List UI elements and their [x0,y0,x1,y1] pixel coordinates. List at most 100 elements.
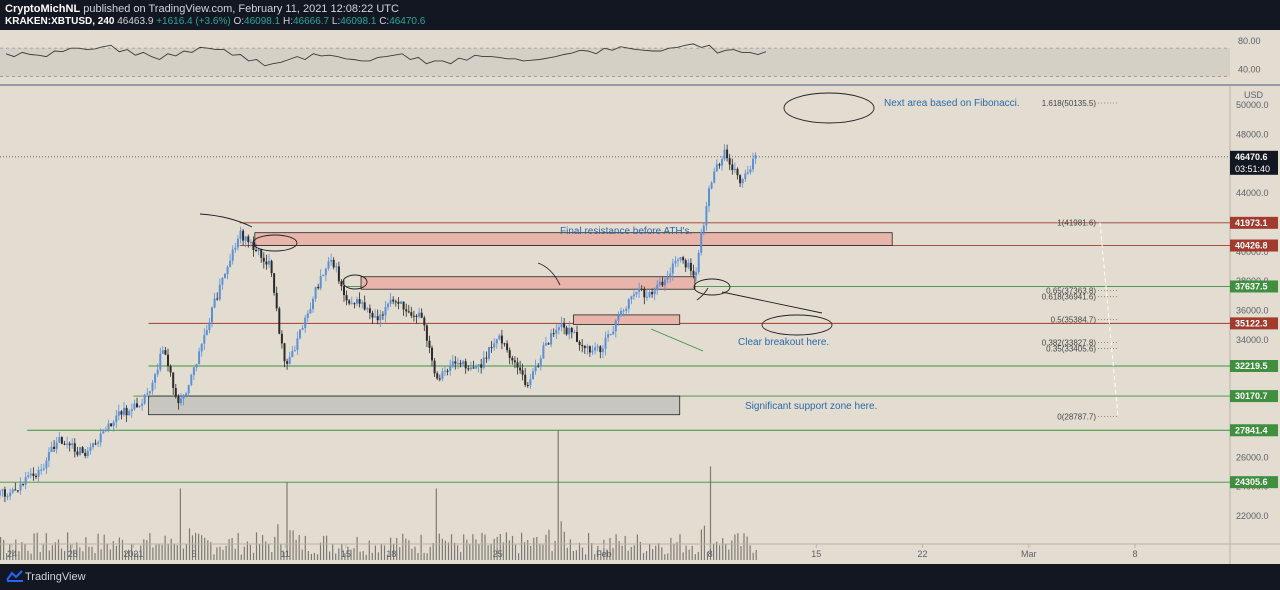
tradingview-logo-icon[interactable] [6,569,24,583]
candle-body [58,437,61,443]
volume-bar [228,539,230,560]
candle-body [309,309,312,314]
candle-body [35,476,37,477]
candle-body [472,367,475,369]
volume-bar [697,551,699,560]
volume-bar [45,533,47,560]
fib-trend-line [1099,222,1119,417]
volume-bar [508,540,510,560]
volume-bar [554,541,556,560]
candle-body [63,443,66,445]
volume-bar [262,535,264,560]
volume-bar [280,544,282,560]
volume-bar [121,539,124,560]
candle-body [16,490,19,492]
volume-bar [79,547,81,560]
volume-bar [100,549,102,560]
volume-bar [685,545,687,560]
candle-body [550,333,553,345]
volume-bar [73,549,75,560]
candle-body [164,350,167,355]
volume-bar [362,551,364,560]
candle-body [651,292,654,295]
volume-bar [344,553,346,560]
candle-body [81,447,84,453]
candle-body [211,307,213,323]
candle-body [138,405,141,407]
price-marker-tag [1230,239,1278,252]
candle-body [322,274,325,277]
candle-body [557,327,560,330]
volume-bar [618,541,620,560]
author-name[interactable]: CryptoMichNL [5,3,81,15]
volume-bar [243,546,245,560]
volume-bar [82,551,84,560]
candle-body [236,238,239,248]
volume-bar [709,466,712,560]
volume-bar [265,541,267,560]
candle-body [449,366,452,371]
volume-bar [353,548,355,560]
candle-body [565,327,568,335]
volume-bar [140,545,142,560]
volume-bar [682,552,684,560]
candle-body [374,316,377,318]
volume-bar [240,554,242,560]
candle-body [314,286,317,299]
volume-bar [423,552,425,560]
price-change: +1616.4 (+3.6%) [156,16,231,27]
candle-body [45,460,48,469]
annotation-text: Final resistance before ATH's. [560,226,692,237]
volume-bar [569,539,571,560]
candle-body [752,158,754,170]
volume-bar [591,543,593,560]
candle-body [148,391,151,394]
volume-bar [713,543,715,560]
candle-body [632,294,635,297]
x-tick-label: 28 [68,549,78,559]
candle-body [537,365,540,367]
candle-body [239,230,242,239]
tradingview-brand[interactable]: TradingView [25,571,86,583]
volume-bar [24,543,26,560]
volume-bar [670,537,672,560]
candle-body [128,411,131,416]
volume-bar [408,540,410,560]
candle-body [454,361,457,364]
volume-bar [124,551,127,560]
circle-drawing [761,314,833,336]
volume-bar [149,533,151,560]
volume-bar [600,550,602,560]
volume-bar [581,547,584,560]
volume-bar [3,539,5,560]
candle-body [273,273,276,293]
candle-body [252,241,255,250]
volume-bar [70,544,72,560]
volume-bar [252,552,255,560]
x-tick-label: 18 [386,549,396,559]
volume-bar [588,533,590,560]
candle-body [495,339,498,344]
candle-body [156,369,159,375]
candle-body [591,350,594,353]
volume-bar [487,545,489,560]
candle-body [498,335,501,340]
candle-body [627,299,630,309]
candle-body [42,468,45,470]
candle-body [412,315,415,317]
candle-body [312,298,314,310]
volume-bar [530,545,532,560]
candle-body [110,423,113,427]
candle-body [350,303,353,305]
volume-bar [514,544,517,560]
candle-body [340,281,343,287]
candle-body [418,312,421,317]
candle-body [674,260,677,264]
volume-bar [716,541,718,560]
candle-body [612,331,615,335]
volume-bar [414,546,416,560]
candle-body [601,348,604,353]
green-arrow [650,328,704,352]
candle-body [337,266,340,282]
